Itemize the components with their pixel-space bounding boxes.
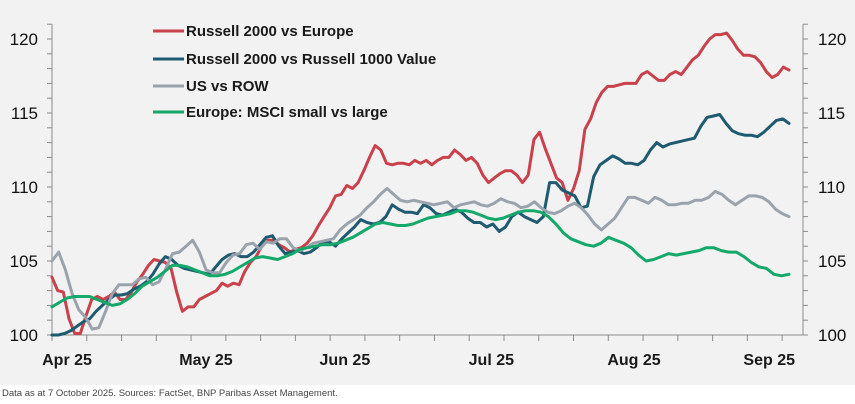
x-tick-label: Jul 25	[469, 352, 514, 369]
left-y-tick-label: 100	[10, 326, 38, 345]
left-y-tick-label: 120	[10, 30, 38, 49]
series-line-2	[50, 113, 791, 337]
x-tick-label: Aug 25	[607, 352, 660, 369]
series-line-3	[50, 187, 791, 331]
legend-label: US vs ROW	[186, 78, 269, 95]
source-footnote: Data as at 7 October 2025. Sources: Fact…	[2, 388, 338, 399]
line-chart: 100 100 105 105 110 110 115 115 120 120 Apr 25 May …	[10, 23, 847, 369]
left-y-tick-label: 115	[11, 104, 38, 123]
series-lines	[50, 31, 791, 337]
legend-label: Russell 2000 vs Europe	[186, 23, 354, 40]
axes: 100 100 105 105 110 110 115 115 120 120 Apr 25 May …	[10, 23, 846, 369]
right-y-tick-label: 110	[818, 178, 845, 197]
x-tick-label: May 25	[179, 352, 232, 369]
right-y-tick-label: 105	[818, 252, 846, 271]
right-y-tick-label: 100	[818, 326, 846, 345]
left-y-tick-label: 105	[10, 252, 38, 271]
x-tick-label: Apr 25	[42, 352, 92, 369]
x-tick-label: Jun 25	[320, 352, 371, 369]
series-line-1	[50, 31, 791, 335]
series-line-4	[50, 209, 791, 309]
legend: Russell 2000 vs Europe Russell 2000 vs Ru…	[153, 23, 436, 121]
right-y-tick-label: 120	[818, 30, 846, 49]
left-y-tick-label: 110	[11, 178, 38, 197]
legend-label: Europe: MSCI small vs large	[186, 104, 388, 121]
right-y-tick-label: 115	[818, 104, 845, 123]
legend-label: Russell 2000 vs Russell 1000 Value	[186, 51, 436, 68]
x-tick-label: Sep 25	[743, 352, 795, 369]
